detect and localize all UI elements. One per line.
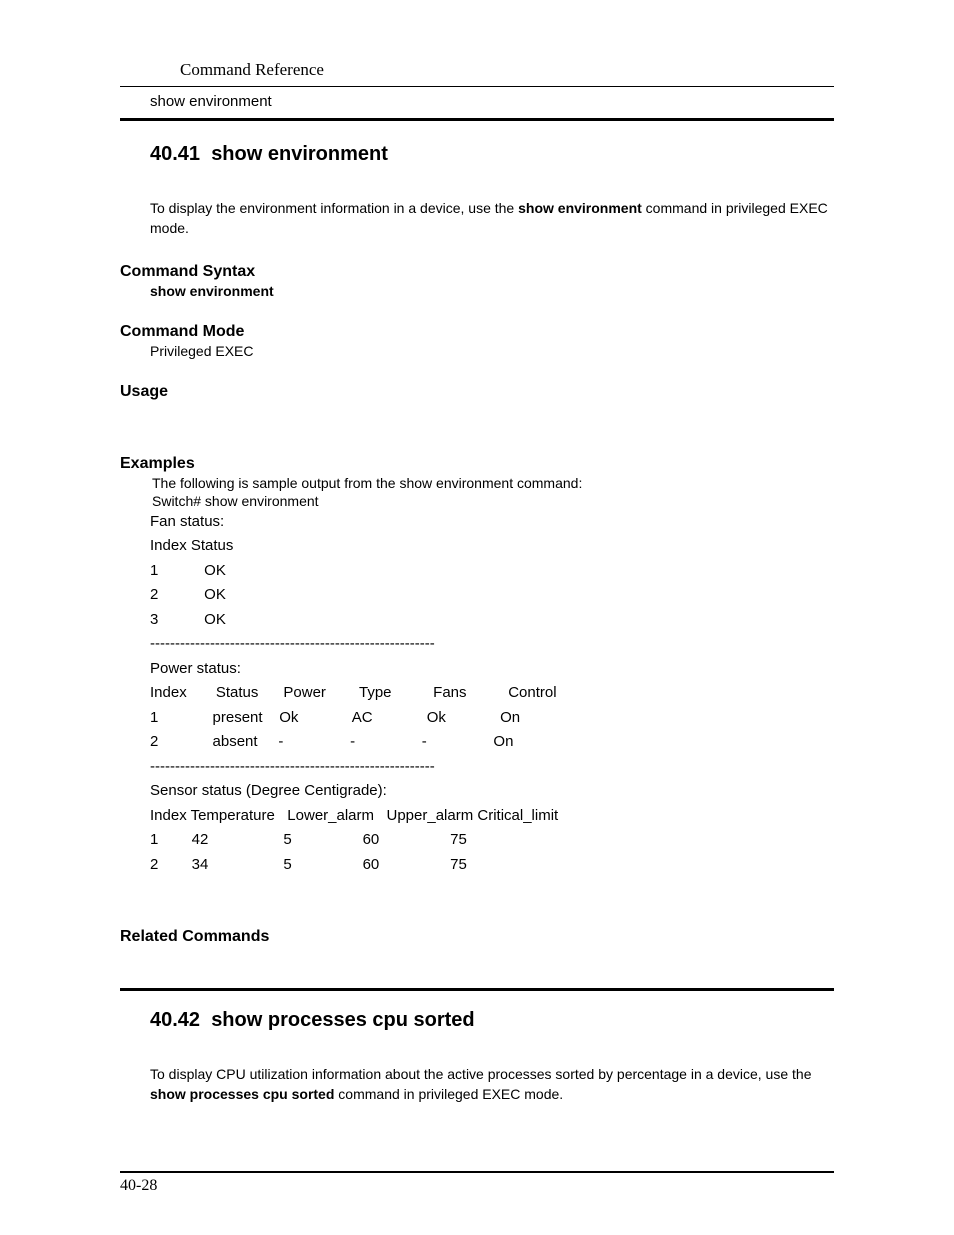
- syntax-heading: Command Syntax: [120, 263, 834, 281]
- intro-bold: show environment: [518, 200, 642, 216]
- section-number: 40.41: [150, 143, 200, 165]
- syntax-value: show environment: [150, 283, 834, 299]
- output-fan-header: Fan status:: [150, 511, 834, 534]
- output-power-cols: Index Status Power Type Fans Control: [150, 682, 834, 705]
- examples-intro-pre: The following is sample output from the: [152, 475, 399, 491]
- section2-intro: To display CPU utilization information a…: [150, 1064, 834, 1105]
- output-fan-row-2: 2 OK: [150, 584, 834, 607]
- usage-heading: Usage: [120, 383, 834, 401]
- example-prompt-line: Switch# show environment: [152, 493, 834, 509]
- examples-intro-bold: show environment: [399, 475, 513, 491]
- output-sensor-row-1: 1 42 5 60 75: [150, 829, 834, 852]
- prompt: Switch#: [152, 493, 205, 509]
- section2-intro-pre: To display CPU utilization information a…: [150, 1066, 811, 1082]
- header-rule-thin: [120, 86, 834, 87]
- spacer: [120, 876, 834, 904]
- page: Command Reference show environment 40.41…: [0, 0, 954, 1235]
- page-footer: 40-28: [120, 1171, 834, 1195]
- spacer: [120, 948, 834, 988]
- examples-intro-post: command:: [513, 475, 582, 491]
- section2-name: show processes cpu sorted: [211, 1009, 474, 1031]
- spacer: [120, 403, 834, 431]
- output-sensor-row-2: 2 34 5 60 75: [150, 854, 834, 877]
- header-subtitle: show environment: [150, 93, 834, 110]
- examples-intro: The following is sample output from the …: [152, 475, 834, 491]
- header-rule-thick: [120, 118, 834, 121]
- output-divider-1: ----------------------------------------…: [150, 633, 834, 656]
- mode-heading: Command Mode: [120, 323, 834, 341]
- examples-heading: Examples: [120, 455, 834, 473]
- output-power-row-1: 1 present Ok AC Ok On: [150, 707, 834, 730]
- section2-number: 40.42: [150, 1009, 200, 1031]
- page-number: 40-28: [120, 1177, 834, 1195]
- section-divider-rule: [120, 988, 834, 991]
- output-divider-2: ----------------------------------------…: [150, 756, 834, 779]
- output-fan-row-1: 1 OK: [150, 560, 834, 583]
- output-fan-row-3: 3 OK: [150, 609, 834, 632]
- output-power-header: Power status:: [150, 658, 834, 681]
- output-power-row-2: 2 absent - - - On: [150, 731, 834, 754]
- section1-intro: To display the environment information i…: [150, 198, 834, 239]
- output-sensor-header: Sensor status (Degree Centigrade):: [150, 780, 834, 803]
- mode-value: Privileged EXEC: [150, 343, 834, 359]
- section2-intro-bold: show processes cpu sorted: [150, 1086, 334, 1102]
- running-header: Command Reference: [180, 60, 834, 80]
- page-header: Command Reference show environment: [120, 60, 834, 121]
- section-title-40-42: 40.42 show processes cpu sorted: [150, 1009, 834, 1032]
- section2-intro-post: command in privileged EXEC mode.: [334, 1086, 563, 1102]
- prompt-cmd: show environment: [205, 493, 319, 509]
- section-name: show environment: [211, 143, 388, 165]
- section-title-40-41: 40.41 show environment: [150, 143, 834, 166]
- related-commands-heading: Related Commands: [120, 928, 834, 946]
- footer-rule: [120, 1171, 834, 1173]
- intro-pre: To display the environment information i…: [150, 200, 518, 216]
- output-sensor-cols: Index Temperature Lower_alarm Upper_alar…: [150, 805, 834, 828]
- output-fan-cols: Index Status: [150, 535, 834, 558]
